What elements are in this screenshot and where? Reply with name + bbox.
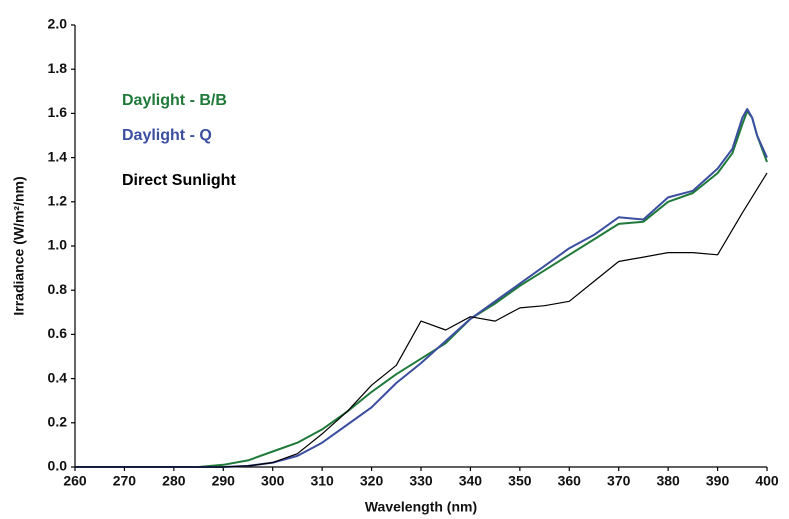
y-tick-label: 1.2 xyxy=(48,193,68,209)
x-tick-label: 300 xyxy=(261,473,285,489)
x-tick-label: 310 xyxy=(310,473,334,489)
y-tick-label: 1.6 xyxy=(48,104,68,120)
series-line xyxy=(75,172,768,468)
x-tick-label: 260 xyxy=(63,473,87,489)
y-tick-label: 0.8 xyxy=(48,281,68,297)
x-tick-label: 370 xyxy=(607,473,631,489)
legend-label: Daylight - B/B xyxy=(122,92,227,109)
x-tick-label: 320 xyxy=(360,473,384,489)
series-line xyxy=(75,110,768,468)
y-tick-label: 0.2 xyxy=(48,414,68,430)
x-tick-label: 360 xyxy=(558,473,582,489)
legend-label: Direct Sunlight xyxy=(122,172,236,189)
x-tick-label: 390 xyxy=(706,473,730,489)
x-tick-label: 350 xyxy=(508,473,532,489)
y-axis-label: Irradiance (W/m²/nm) xyxy=(11,176,27,315)
legend-label: Daylight - Q xyxy=(122,127,212,144)
x-tick-label: 330 xyxy=(409,473,433,489)
x-tick-label: 270 xyxy=(113,473,137,489)
y-tick-label: 0.4 xyxy=(48,369,68,385)
y-tick-label: 0.6 xyxy=(48,325,68,341)
y-tick-label: 0.0 xyxy=(48,458,68,474)
x-axis-label: Wavelength (nm) xyxy=(365,499,477,515)
x-tick-label: 280 xyxy=(162,473,186,489)
y-tick-label: 1.0 xyxy=(48,237,68,253)
x-tick-label: 340 xyxy=(459,473,483,489)
y-tick-label: 1.4 xyxy=(48,148,68,164)
y-tick-label: 1.8 xyxy=(48,60,68,76)
x-tick-label: 400 xyxy=(755,473,779,489)
series-line xyxy=(75,108,768,468)
x-tick-label: 290 xyxy=(212,473,236,489)
x-tick-label: 380 xyxy=(656,473,680,489)
y-tick-label: 2.0 xyxy=(48,16,68,32)
